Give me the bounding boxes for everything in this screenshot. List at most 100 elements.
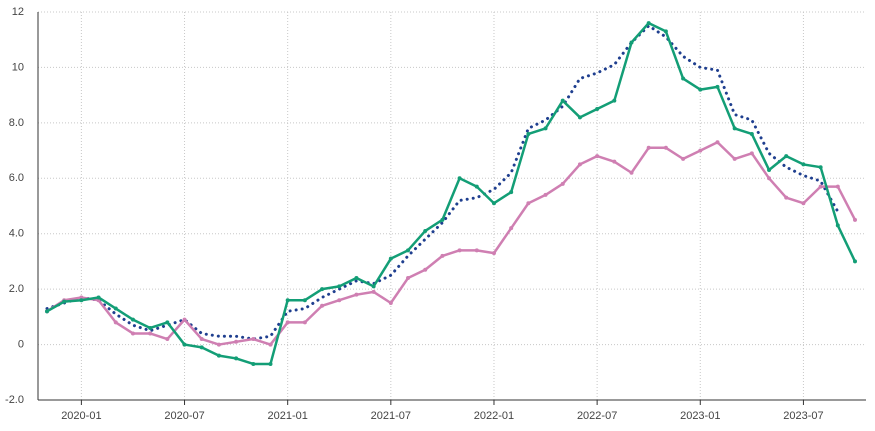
point <box>130 317 135 322</box>
point <box>612 98 617 103</box>
point <box>835 184 840 189</box>
point <box>440 253 445 258</box>
point <box>234 339 239 344</box>
point <box>423 228 428 233</box>
point <box>337 284 342 289</box>
point <box>251 361 256 366</box>
point <box>577 115 582 120</box>
point <box>45 309 49 314</box>
point <box>406 276 411 281</box>
point <box>251 337 256 342</box>
point <box>371 289 376 294</box>
point <box>767 176 772 181</box>
point <box>320 303 325 308</box>
point <box>216 342 221 347</box>
point <box>646 21 651 26</box>
point <box>853 217 857 222</box>
point <box>681 156 686 161</box>
point <box>526 131 531 136</box>
point <box>698 87 703 92</box>
point <box>199 337 204 342</box>
point <box>165 337 170 342</box>
point <box>577 162 582 167</box>
point <box>801 201 806 206</box>
point <box>302 320 307 325</box>
point <box>732 126 737 131</box>
point <box>853 259 857 264</box>
point <box>371 284 376 289</box>
point <box>268 342 273 347</box>
point <box>509 190 514 195</box>
x-tick-label: 2020-07 <box>164 410 204 422</box>
point <box>234 356 239 361</box>
point <box>337 298 342 303</box>
point <box>79 295 84 300</box>
point <box>629 40 634 45</box>
point <box>62 299 67 304</box>
point <box>302 298 307 303</box>
x-tick-label: 2023-07 <box>783 410 823 422</box>
point <box>818 184 823 189</box>
x-tick-label: 2022-07 <box>577 410 617 422</box>
point <box>320 287 325 292</box>
line <box>45 24 840 341</box>
point <box>767 167 772 172</box>
x-tick-label: 2023-01 <box>680 410 720 422</box>
point <box>285 320 290 325</box>
point <box>199 345 204 350</box>
point <box>388 301 393 305</box>
point <box>148 331 153 336</box>
point <box>96 295 101 300</box>
point <box>560 98 565 103</box>
point <box>732 156 737 161</box>
point <box>113 320 118 325</box>
point <box>423 267 428 272</box>
point <box>406 248 411 253</box>
point <box>130 331 135 336</box>
point <box>354 276 359 281</box>
y-tick-label: 2.0 <box>9 283 24 295</box>
point <box>560 181 565 186</box>
y-tick-label: 12 <box>12 6 24 18</box>
point <box>715 84 720 89</box>
point <box>491 201 496 206</box>
point <box>285 298 290 303</box>
y-tick-label: 0 <box>18 338 24 350</box>
point <box>474 184 479 189</box>
x-tick-label: 2022-01 <box>474 410 514 422</box>
point <box>681 76 686 81</box>
point <box>354 292 359 297</box>
y-tick-label: 8.0 <box>9 117 24 129</box>
point <box>457 248 462 253</box>
point <box>749 131 754 136</box>
point <box>491 251 496 256</box>
point <box>543 126 548 131</box>
point <box>113 306 118 311</box>
y-tick-label: 4.0 <box>9 228 24 240</box>
point <box>663 29 668 34</box>
line <box>45 21 857 366</box>
y-tick-label: -2.0 <box>5 394 24 406</box>
point <box>663 145 668 150</box>
point <box>474 248 479 253</box>
point <box>216 353 221 358</box>
point <box>457 176 462 181</box>
point <box>629 170 634 175</box>
point <box>715 140 720 145</box>
point <box>784 154 789 159</box>
point <box>182 317 187 322</box>
point <box>749 151 754 156</box>
point <box>509 226 514 231</box>
point <box>79 298 84 303</box>
point <box>526 201 531 206</box>
point <box>698 148 703 153</box>
point <box>148 325 153 330</box>
x-tick-label: 2021-07 <box>371 410 411 422</box>
point <box>646 145 651 150</box>
point <box>818 165 823 170</box>
point <box>388 256 393 261</box>
x-tick-label: 2021-01 <box>267 410 307 422</box>
point <box>268 361 273 366</box>
line <box>45 141 857 346</box>
